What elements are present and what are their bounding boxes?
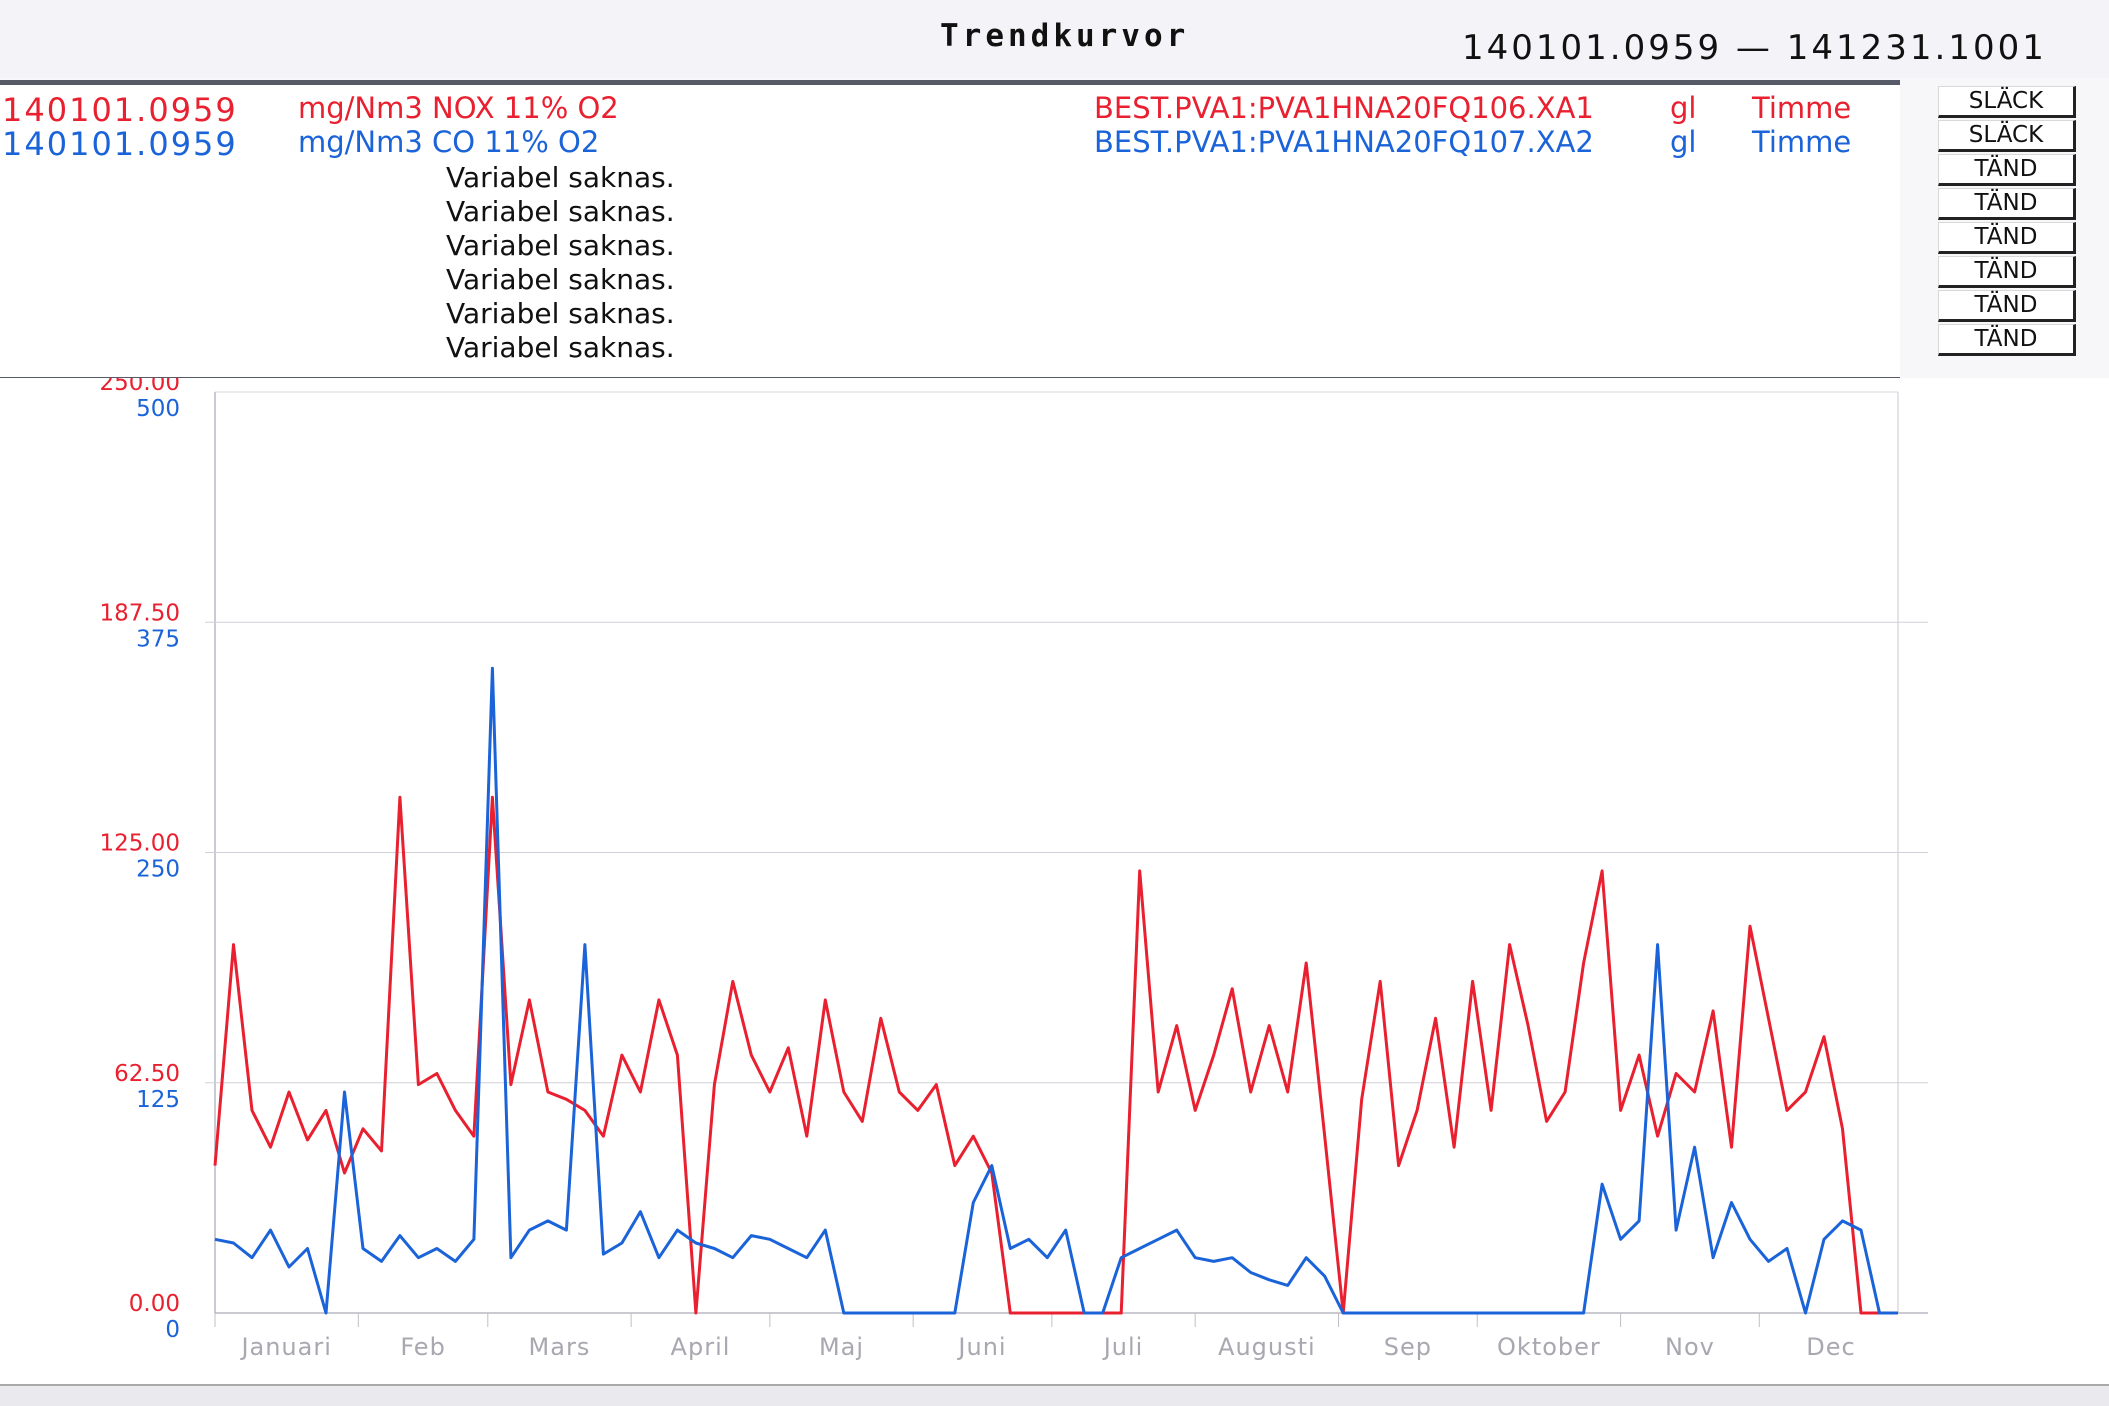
x-tick-label: Januari (239, 1333, 331, 1361)
missing-variable-1: Variabel saknas. (446, 161, 675, 194)
nox-series-line (213, 795, 1898, 1315)
title-bar: Trendkurvor 140101.0959 — 141231.1001 (0, 0, 2109, 78)
y-right-tick-label: 125 (136, 1087, 180, 1113)
toggle-button-3[interactable]: TÄND (1938, 154, 2076, 186)
legend-resolution: Timme (1752, 125, 1852, 159)
y-right-tick-label: 250 (136, 857, 180, 883)
x-tick-label: Augusti (1218, 1333, 1316, 1361)
toggle-button-2[interactable]: SLÄCK (1938, 120, 2076, 152)
y-left-tick-label: 250.00 (100, 378, 180, 396)
x-tick-label: Oktober (1497, 1333, 1601, 1361)
x-tick-label: Mars (529, 1333, 591, 1361)
legend-unit: mg/Nm3 NOX 11% O2 (298, 91, 619, 125)
legend-tag: BEST.PVA1:PVA1HNA20FQ107.XA2 (1094, 125, 1594, 159)
y-right-tick-label: 0 (165, 1317, 180, 1343)
x-tick-label: Juli (1102, 1333, 1144, 1361)
x-tick-label: April (671, 1333, 731, 1361)
time-range: 140101.0959 — 141231.1001 (1462, 28, 2047, 68)
legend-unit: mg/Nm3 CO 11% O2 (298, 125, 600, 159)
x-tick-label: Maj (819, 1333, 864, 1361)
co-series-line (214, 666, 1898, 1315)
legend-time: 140101.0959 (2, 125, 238, 163)
toggle-button-6[interactable]: TÄND (1938, 256, 2076, 288)
toggle-button-4[interactable]: TÄND (1938, 188, 2076, 220)
missing-variable-4: Variabel saknas. (446, 263, 675, 296)
y-right-tick-label: 500 (136, 396, 180, 422)
y-left-tick-label: 125.00 (100, 831, 180, 857)
legend-time: 140101.0959 (2, 91, 238, 129)
toggle-button-panel: SLÄCK SLÄCK TÄND TÄND TÄND TÄND TÄND TÄN… (1904, 80, 2109, 378)
x-tick-label: Dec (1806, 1333, 1855, 1361)
y-left-tick-label: 0.00 (129, 1291, 180, 1317)
toggle-button-7[interactable]: TÄND (1938, 290, 2076, 322)
toggle-button-1[interactable]: SLÄCK (1938, 86, 2076, 118)
x-tick-label: Sep (1384, 1333, 1432, 1361)
chart-area: 250.00 500 187.50 375 125.00 250 62.50 125 0.00 0… (0, 378, 2109, 1384)
toggle-button-8[interactable]: TÄND (1938, 324, 2076, 356)
toggle-button-5[interactable]: TÄND (1938, 222, 2076, 254)
y-right-tick-label: 375 (136, 626, 180, 652)
legend-resolution: Timme (1752, 91, 1852, 125)
legend-agg: gl (1670, 125, 1697, 159)
missing-variable-5: Variabel saknas. (446, 297, 675, 330)
legend-tag: BEST.PVA1:PVA1HNA20FQ106.XA1 (1094, 91, 1594, 125)
y-left-tick-label: 187.50 (100, 600, 180, 626)
missing-variable-6: Variabel saknas. (446, 331, 675, 364)
x-tick-label: Feb (400, 1333, 446, 1361)
legend-panel: 140101.0959 mg/Nm3 NOX 11% O2 BEST.PVA1:… (0, 80, 1900, 383)
bottom-strip (0, 1384, 2109, 1406)
page-title: Trendkurvor (940, 18, 1190, 54)
y-left-tick-label: 62.50 (114, 1061, 180, 1087)
missing-variable-3: Variabel saknas. (446, 229, 675, 262)
x-tick-label: Nov (1665, 1333, 1715, 1361)
legend-agg: gl (1670, 91, 1697, 125)
missing-variable-2: Variabel saknas. (446, 195, 675, 228)
x-tick-label: Juni (956, 1333, 1006, 1361)
